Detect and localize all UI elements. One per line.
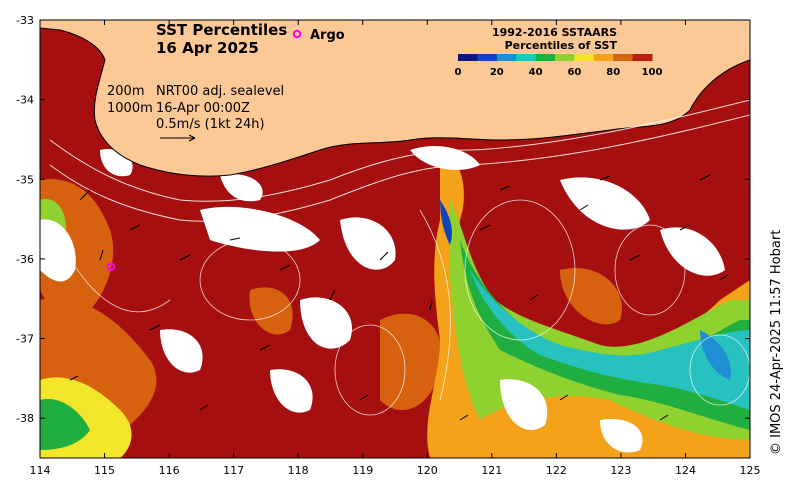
depth-200-label: 200m [107, 84, 144, 99]
colorbar-tick-label: 40 [529, 67, 543, 78]
x-tick-label: 119 [352, 464, 373, 477]
y-tick-label: -34 [16, 94, 34, 107]
y-tick-label: -38 [16, 412, 34, 425]
time-label: 16-Apr 00:00Z [156, 101, 250, 116]
argo-label: Argo [310, 28, 345, 43]
cool-patch [40, 399, 90, 450]
y-tick-label: -33 [16, 14, 34, 27]
x-tick-label: 115 [94, 464, 115, 477]
contour-200m [49, 99, 750, 202]
colorbar-swatch [613, 54, 634, 61]
colorbar-swatches [458, 54, 653, 61]
x-tick-label: 121 [481, 464, 502, 477]
y-axis: -33 -34 -35 -36 -37 -38 [16, 14, 750, 425]
colorbar-tick-label: 60 [567, 67, 581, 78]
colorbar-tick-label: 20 [490, 67, 504, 78]
cool-plume-cyan [470, 270, 750, 410]
colorbar-swatch [516, 54, 537, 61]
argo-float-marker [106, 262, 116, 272]
title-line2: 16 Apr 2025 [156, 39, 259, 57]
colorbar-swatch [574, 54, 595, 61]
x-tick-label: 117 [223, 464, 244, 477]
depth-1000-label: 1000m [107, 101, 153, 116]
map-frame [39, 19, 751, 459]
colorbar-swatch [555, 54, 575, 61]
x-tick-label: 116 [159, 464, 180, 477]
colorbar: 1992-2016 SSTAARS Percentiles of SST 0 20… [455, 26, 663, 78]
x-tick-label: 118 [288, 464, 309, 477]
colorbar-swatch [458, 54, 478, 61]
y-tick-label: -35 [16, 173, 34, 186]
x-tick-label: 124 [675, 464, 696, 477]
colorbar-ticks: 0 20 40 60 80 100 [455, 67, 663, 78]
warm-patch [380, 313, 442, 410]
cold-core [440, 200, 452, 245]
sealevel-label: NRT00 adj. sealevel [156, 84, 284, 99]
argo-legend-marker [292, 29, 302, 39]
current-vectors [69, 174, 729, 421]
scale-arrowhead [188, 134, 196, 142]
title-line1: SST Percentiles [156, 21, 287, 39]
credit-text: © IMOS 24-Apr-2025 11:57 Hobart [769, 230, 784, 455]
x-tick-label: 125 [740, 464, 761, 477]
colorbar-swatch [593, 54, 614, 61]
y-tick-label: -36 [16, 253, 34, 266]
colorbar-swatch [535, 54, 556, 61]
colorbar-title2: Percentiles of SST [505, 39, 618, 52]
colorbar-swatch [496, 54, 517, 61]
x-tick-label: 114 [30, 464, 51, 477]
x-tick-label: 120 [417, 464, 438, 477]
colorbar-title1: 1992-2016 SSTAARS [492, 26, 617, 39]
warm-patch [249, 287, 293, 335]
colorbar-tick-label: 0 [455, 67, 462, 78]
cold-core [700, 330, 731, 380]
sealevel-contours [59, 199, 750, 416]
x-tick-label: 123 [610, 464, 631, 477]
scale-label: 0.5m/s (1kt 24h) [156, 117, 265, 132]
colorbar-swatch [632, 54, 653, 61]
plot-area [40, 20, 750, 458]
contour-1000m [49, 114, 750, 222]
y-tick-label: -37 [16, 333, 34, 346]
warm-patch [560, 268, 622, 325]
x-tick-label: 122 [546, 464, 567, 477]
colorbar-tick-label: 100 [642, 67, 663, 78]
colorbar-swatch [477, 54, 498, 61]
colorbar-tick-label: 80 [606, 67, 620, 78]
x-axis: 114 115 116 117 118 119 120 121 122 123 124 125 [30, 20, 761, 477]
